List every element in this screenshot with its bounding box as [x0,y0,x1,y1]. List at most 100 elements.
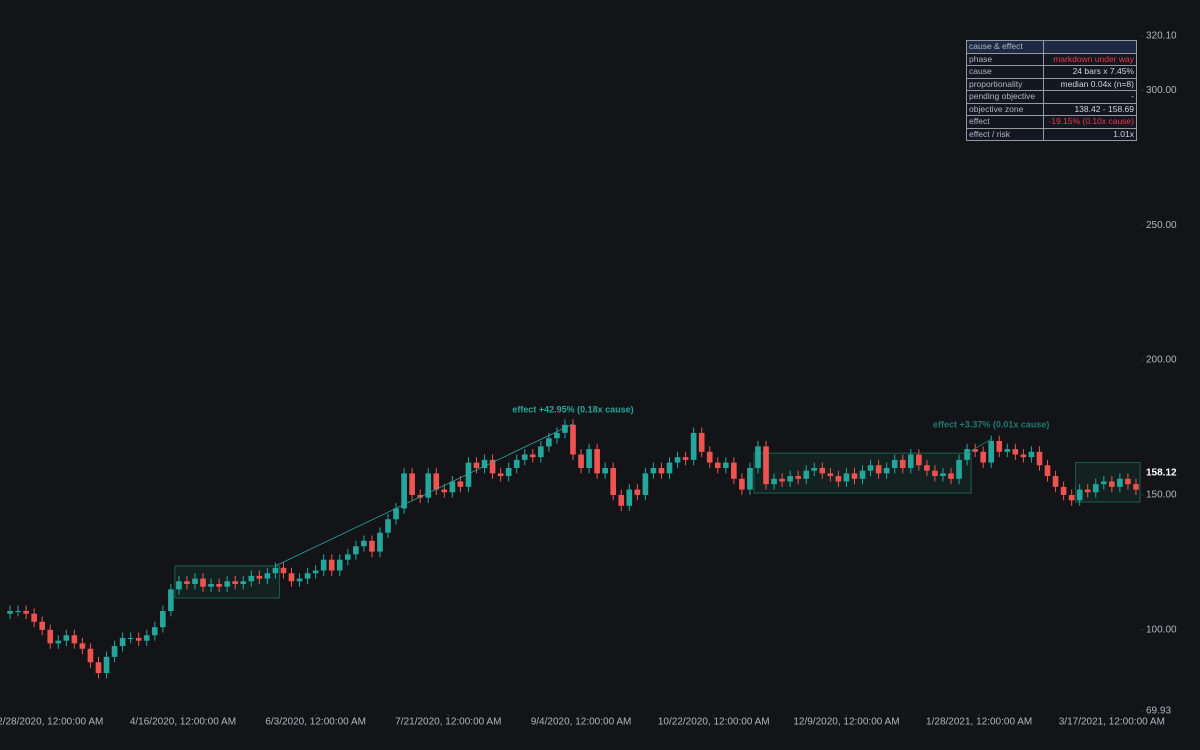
x-tick-label: 3/17/2021, 12:00:00 AM [1059,717,1165,728]
candle-body [7,610,13,614]
candle-body [15,610,21,612]
candle-body [1133,484,1139,490]
candle-body [1076,489,1083,501]
candle-body [449,481,456,493]
candle-body [698,432,705,452]
y-tick-label: 100.00 [1146,625,1177,636]
x-tick-label: 7/21/2020, 12:00:00 AM [395,717,501,728]
candle-body [385,519,391,533]
candle-body [119,637,126,647]
row-value: - [1043,90,1137,104]
candle-body [505,467,512,477]
effect-label: effect +3.37% (0.01x cause) [933,419,1049,429]
candle-body [964,449,970,460]
candle-body [288,573,295,582]
candle-body [940,473,946,477]
row-label: effect [966,115,1044,129]
candle-body [160,610,166,628]
candle-body [956,459,962,479]
table-header: cause & effect [966,40,1137,54]
candle-body [135,637,142,641]
table-row: effect / risk 1.01x [966,127,1137,141]
table-body: phase markdown under way cause 24 bars x 7.… [966,52,1137,141]
candle-body [312,570,319,574]
candle-body [972,449,978,452]
candle-body [932,470,938,477]
candle-body [425,473,432,498]
candle-body [497,473,504,477]
table-row: cause 24 bars x 7.45% [966,65,1137,79]
candle-body [39,621,46,630]
candle-body [377,532,383,552]
candle-body [457,481,464,487]
candle-body [361,540,367,547]
candle-body [55,640,62,644]
candle-body [63,635,70,641]
effect-line [275,423,574,567]
candle-body [1036,451,1043,466]
candle-body [1060,486,1067,495]
candle-body [980,451,986,463]
candle-body [95,662,102,674]
candle-body [393,508,399,520]
candle-body [248,575,255,582]
candle-body [650,467,657,474]
candle-body [103,656,110,674]
table-row: phase markdown under way [966,52,1137,66]
candle-body [192,578,198,584]
candle-body [433,473,440,490]
candle-body [521,454,528,460]
table-title: cause & effect [966,40,1044,54]
candle-body [554,432,560,439]
candle-body [586,449,592,468]
candle-body [642,473,649,495]
candle-body [763,446,769,485]
candle-body [409,473,415,495]
candle-body [344,554,351,560]
candle-body [883,467,890,474]
candle-body [47,629,54,644]
candle-body [513,459,520,468]
row-label: pending objective [966,90,1044,104]
y-tick-label: 320.10 [1146,31,1177,42]
candle-body [714,462,721,468]
y-tick-label: 200.00 [1146,355,1177,366]
row-value: markdown under way [1043,52,1137,66]
candle-body [353,546,359,555]
x-tick-label: 1/28/2021, 12:00:00 AM [926,717,1032,728]
effect-line [966,438,992,454]
candle-body [634,489,641,495]
candle-body [465,462,472,487]
candle-body [1084,489,1091,493]
row-value: 24 bars x 7.45% [1043,65,1137,79]
candle-body [916,454,922,466]
candle-body [240,581,247,584]
candle-body [811,467,818,471]
candle-body [626,489,633,506]
table-row: proportionality median 0.04x (n=8) [966,77,1137,91]
candle-body [690,432,697,460]
candle-body [562,424,568,433]
candle-body [1012,449,1019,455]
candle-body [731,462,737,479]
y-tick-label: 300.00 [1146,85,1177,96]
candle-body [538,446,544,458]
table-row: effect -19.15% (0.10x cause) [966,115,1137,129]
candle-body [71,635,78,644]
candle-body [706,451,713,463]
candle-body [336,559,343,571]
candle-body [296,578,303,582]
candle-body [899,459,906,468]
candle-body [988,440,995,463]
candle-body [1020,454,1027,458]
candle-body [859,470,866,479]
candle-body [722,462,729,468]
candle-body [200,578,206,587]
table-row: objective zone 138.42 - 158.69 [966,102,1137,116]
candle-body [79,643,86,649]
candle-body [184,581,190,584]
table-header-cell [1043,40,1137,54]
row-value: median 0.04x (n=8) [1043,77,1137,91]
candle-body [674,457,681,463]
candle-body [578,454,584,468]
